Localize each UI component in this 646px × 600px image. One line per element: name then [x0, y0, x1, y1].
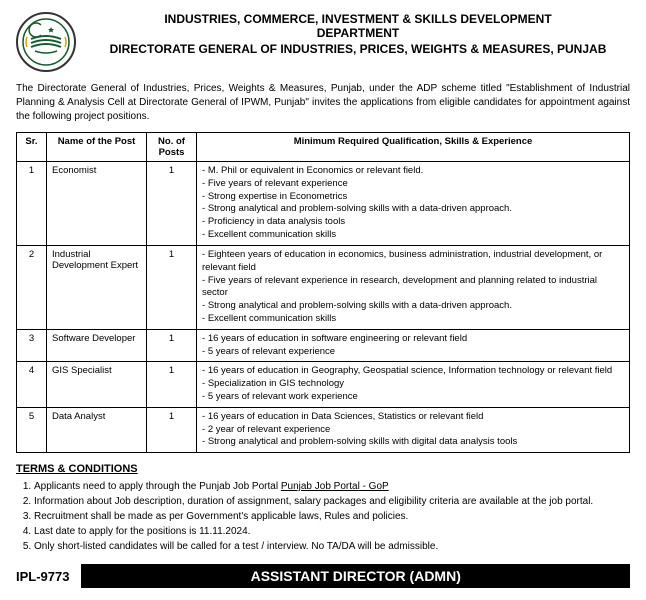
cell-sr: 5 [17, 407, 47, 452]
signatory-title: ASSISTANT DIRECTOR (ADMN) [81, 564, 630, 588]
cell-qualifications: Eighteen years of education in economics… [197, 245, 630, 329]
qualification-item: 2 year of relevant experience [202, 424, 624, 437]
cell-post-name: Industrial Development Expert [47, 245, 147, 329]
col-header-name: Name of the Post [47, 133, 147, 162]
qualification-item: 16 years of education in Data Sciences, … [202, 411, 624, 424]
qualification-item: 5 years of relevant work experience [202, 391, 624, 404]
cell-sr: 3 [17, 329, 47, 362]
intro-paragraph: The Directorate General of Industries, P… [16, 82, 630, 124]
qualification-item: Eighteen years of education in economics… [202, 249, 624, 275]
cell-post-name: Economist [47, 162, 147, 246]
terms-item: Recruitment shall be made as per Governm… [34, 510, 630, 524]
qualification-item: Excellent communication skills [202, 229, 624, 242]
cell-qualifications: 16 years of education in Data Sciences, … [197, 407, 630, 452]
dept-title-line1: INDUSTRIES, COMMERCE, INVESTMENT & SKILL… [86, 12, 630, 26]
cell-post-name: GIS Specialist [47, 362, 147, 407]
cell-num-posts: 1 [147, 162, 197, 246]
table-header-row: Sr. Name of the Post No. of Posts Minimu… [17, 133, 630, 162]
qualification-item: Strong analytical and problem-solving sk… [202, 300, 624, 313]
terms-item: Only short-listed candidates will be cal… [34, 540, 630, 554]
table-row: 2Industrial Development Expert1Eighteen … [17, 245, 630, 329]
qualification-item: 16 years of education in software engine… [202, 333, 624, 346]
job-portal-link[interactable]: Punjab Job Portal - GoP [281, 481, 389, 492]
terms-item: Last date to apply for the positions is … [34, 525, 630, 539]
qualification-item: 16 years of education in Geography, Geos… [202, 365, 624, 378]
cell-qualifications: 16 years of education in software engine… [197, 329, 630, 362]
cell-sr: 4 [17, 362, 47, 407]
qualification-item: Strong analytical and problem-solving sk… [202, 436, 624, 449]
terms-heading: TERMS & CONDITIONS [16, 463, 630, 475]
qualification-item: 5 years of relevant experience [202, 346, 624, 359]
qualification-item: Five years of relevant experience in res… [202, 275, 624, 301]
cell-qualifications: 16 years of education in Geography, Geos… [197, 362, 630, 407]
qualification-item: Specialization in GIS technology [202, 378, 624, 391]
qualification-item: Strong expertise in Econometrics [202, 191, 624, 204]
col-header-qual: Minimum Required Qualification, Skills &… [197, 133, 630, 162]
qualification-item: M. Phil or equivalent in Economics or re… [202, 165, 624, 178]
table-row: 5Data Analyst1 16 years of education in D… [17, 407, 630, 452]
positions-table: Sr. Name of the Post No. of Posts Minimu… [16, 132, 630, 453]
table-row: 1Economist1 M. Phil or equivalent in Econ… [17, 162, 630, 246]
table-row: 4GIS Specialist1 16 years of education in… [17, 362, 630, 407]
terms-item: Applicants need to apply through the Pun… [34, 480, 630, 494]
dept-title-line2: DEPARTMENT [86, 26, 630, 40]
govt-punjab-logo [16, 12, 76, 72]
qualification-item: Strong analytical and problem-solving sk… [202, 203, 624, 216]
cell-num-posts: 1 [147, 329, 197, 362]
col-header-num: No. of Posts [147, 133, 197, 162]
qualification-item: Five years of relevant experience [202, 178, 624, 191]
ipl-code: IPL-9773 [16, 569, 69, 584]
cell-num-posts: 1 [147, 407, 197, 452]
qualification-item: Proficiency in data analysis tools [202, 216, 624, 229]
header: INDUSTRIES, COMMERCE, INVESTMENT & SKILL… [16, 12, 630, 72]
cell-sr: 1 [17, 162, 47, 246]
dept-title-line3: DIRECTORATE GENERAL OF INDUSTRIES, PRICE… [86, 42, 630, 56]
cell-post-name: Data Analyst [47, 407, 147, 452]
footer: IPL-9773 ASSISTANT DIRECTOR (ADMN) [16, 564, 630, 588]
qualification-item: Excellent communication skills [202, 313, 624, 326]
table-row: 3Software Developer1 16 years of educatio… [17, 329, 630, 362]
cell-qualifications: M. Phil or equivalent in Economics or re… [197, 162, 630, 246]
terms-item: Information about Job description, durat… [34, 495, 630, 509]
col-header-sr: Sr. [17, 133, 47, 162]
cell-num-posts: 1 [147, 362, 197, 407]
terms-list: Applicants need to apply through the Pun… [16, 480, 630, 554]
cell-post-name: Software Developer [47, 329, 147, 362]
cell-sr: 2 [17, 245, 47, 329]
title-block: INDUSTRIES, COMMERCE, INVESTMENT & SKILL… [86, 12, 630, 56]
cell-num-posts: 1 [147, 245, 197, 329]
